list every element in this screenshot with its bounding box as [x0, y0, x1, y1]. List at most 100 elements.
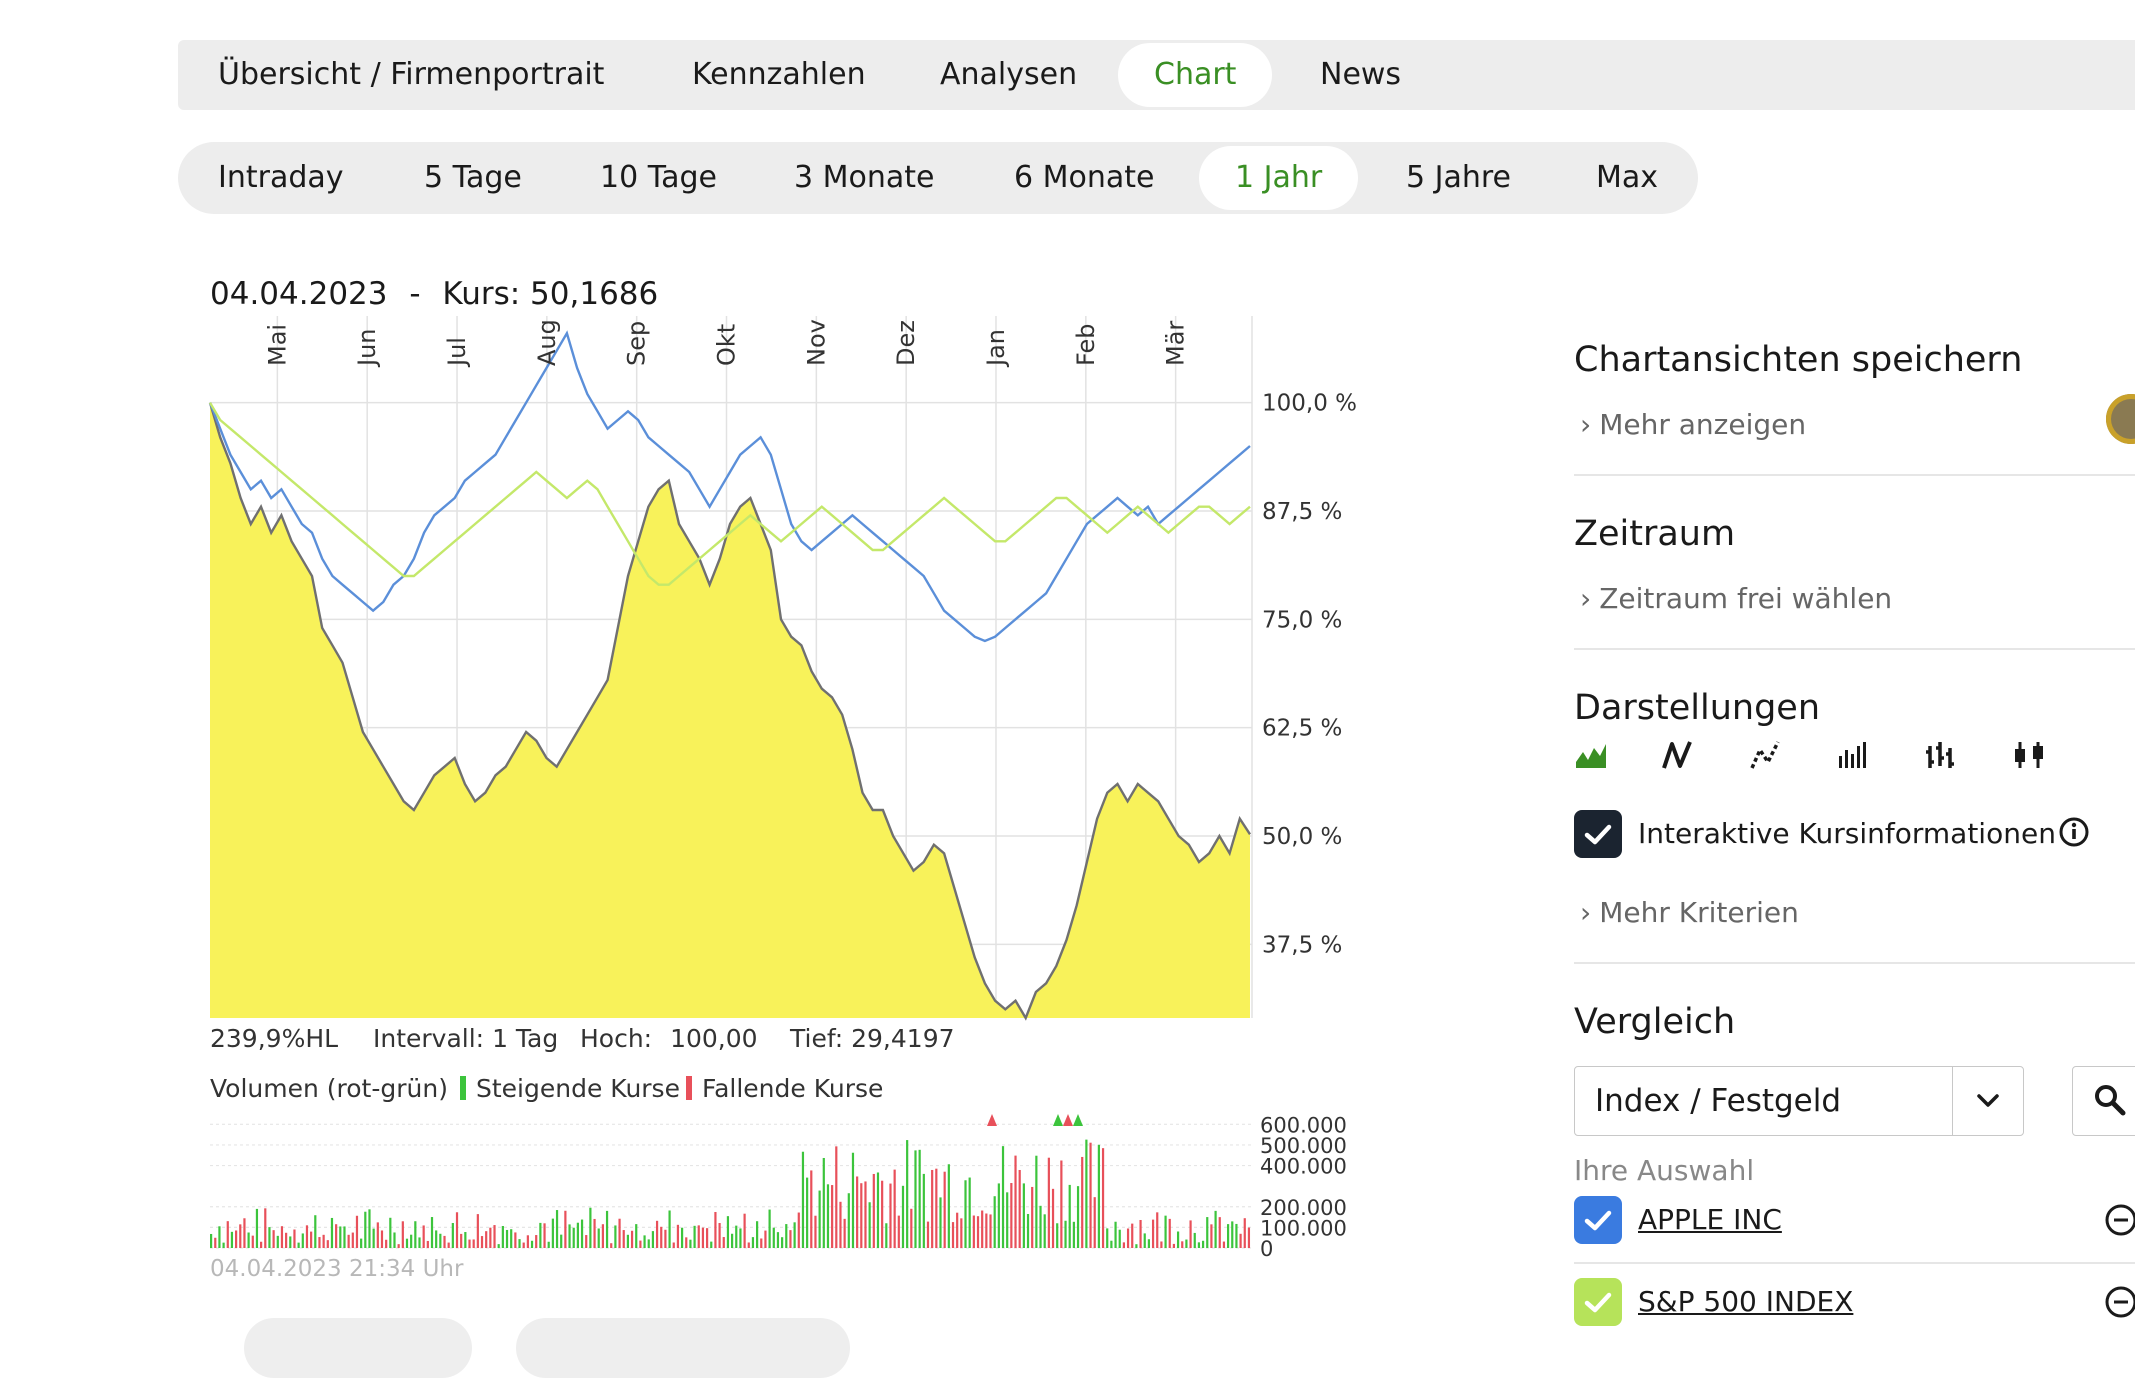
volume-bar	[789, 1230, 792, 1248]
volume-bar	[726, 1216, 730, 1248]
range-intraday[interactable]: Intraday	[218, 160, 344, 195]
volume-y-tick: 0	[1260, 1237, 1273, 1260]
apple-checkbox[interactable]	[1574, 1196, 1622, 1244]
tab-news[interactable]: News	[1320, 57, 1402, 92]
y-tick-label: 62,5 %	[1262, 716, 1342, 742]
volume-bar	[672, 1242, 675, 1248]
bottom-button-2[interactable]	[516, 1318, 850, 1378]
chart-date: 04.04.2023	[210, 276, 388, 312]
volume-bar	[326, 1240, 329, 1248]
volume-bar	[1193, 1232, 1196, 1248]
vergleich-title: Vergleich	[1574, 1002, 1736, 1042]
range-1-jahr[interactable]: 1 Jahr	[1199, 146, 1359, 210]
area-chart-icon[interactable]	[1574, 738, 1608, 772]
candlestick-chart-icon[interactable]	[2012, 738, 2046, 772]
volume-bar	[931, 1169, 934, 1248]
y-tick-label: 87,5 %	[1262, 499, 1342, 525]
compare-search-button[interactable]	[2072, 1066, 2135, 1136]
volume-bar	[430, 1217, 434, 1248]
price-area	[210, 402, 1250, 1018]
volume-bar	[614, 1225, 617, 1248]
volume-bar	[422, 1225, 425, 1248]
dotted-line-chart-icon[interactable]	[1748, 738, 1782, 772]
volume-bar	[1197, 1242, 1201, 1248]
range-10-tage[interactable]: 10 Tage	[600, 160, 717, 195]
y-tick-label: 75,0 %	[1262, 607, 1342, 633]
volume-bar	[985, 1213, 988, 1248]
volume-bar	[293, 1229, 296, 1248]
range-max[interactable]: Max	[1596, 160, 1659, 195]
range-3-monate[interactable]: 3 Monate	[794, 160, 935, 195]
volume-bar	[635, 1224, 638, 1248]
interactive-checkbox[interactable]	[1574, 810, 1622, 858]
volume-bar	[1126, 1228, 1130, 1248]
remove-icon[interactable]	[2104, 1203, 2135, 1237]
volume-bar	[856, 1176, 859, 1248]
tab-kennzahlen[interactable]: Kennzahlen	[692, 57, 866, 92]
volume-bar	[768, 1209, 771, 1248]
volume-y-tick: 400.000	[1260, 1155, 1347, 1179]
volume-bar	[680, 1227, 684, 1248]
volume-bar	[1151, 1219, 1155, 1248]
divider	[1574, 648, 2135, 650]
save-more-link[interactable]: › Mehr anzeigen	[1580, 408, 1806, 441]
volume-bar	[564, 1210, 567, 1248]
chevron-right-icon: ›	[1580, 408, 1592, 441]
remove-icon[interactable]	[2104, 1285, 2135, 1319]
compare-item-sp500[interactable]: S&P 500 INDEX	[1638, 1285, 1854, 1318]
more-criteria-link[interactable]: › Mehr Kriterien	[1580, 896, 1799, 929]
compare-select-value: Index / Festgeld	[1595, 1083, 1842, 1119]
zeitraum-link[interactable]: › Zeitraum frei wählen	[1580, 582, 1892, 615]
volume-bar	[968, 1177, 971, 1248]
toggle-knob[interactable]	[2106, 394, 2135, 444]
volume-y-tick: 600.000	[1260, 1113, 1347, 1137]
volume-bar	[1143, 1233, 1146, 1248]
volume-bar	[839, 1201, 842, 1248]
range-6-monate[interactable]: 6 Monate	[1014, 160, 1155, 195]
divider	[1574, 474, 2135, 476]
volume-bar	[376, 1222, 379, 1248]
y-tick-label: 50,0 %	[1262, 824, 1342, 850]
volume-bar	[1072, 1221, 1075, 1248]
volume-bar	[568, 1224, 571, 1248]
tab-chart[interactable]: Chart	[1118, 43, 1273, 107]
volume-bar	[685, 1237, 688, 1248]
sp500-checkbox[interactable]	[1574, 1278, 1622, 1326]
volume-bar	[1168, 1218, 1171, 1248]
compare-select[interactable]: Index / Festgeld	[1574, 1066, 2024, 1136]
compare-item-apple[interactable]: APPLE INC	[1638, 1203, 1782, 1236]
volume-bar	[226, 1221, 229, 1248]
volume-bar	[1185, 1239, 1188, 1248]
volume-bar	[1031, 1186, 1034, 1248]
price-chart[interactable]: Mai Jun Jul Aug Sep Okt Nov Dez Jan Feb Mär 100,0 …	[0, 0, 1400, 1030]
volume-bar	[243, 1218, 246, 1248]
volume-bar	[393, 1232, 396, 1248]
line-chart-icon[interactable]	[1660, 738, 1694, 772]
bottom-button-1[interactable]	[244, 1318, 472, 1378]
volume-bar	[1239, 1233, 1242, 1248]
tab-overview[interactable]: Übersicht / Firmenportrait	[218, 57, 605, 92]
ohlc-chart-icon[interactable]	[1924, 738, 1958, 772]
interactive-label: Interaktive Kursinformationen	[1638, 817, 2056, 850]
divider	[1574, 962, 2135, 964]
volume-bar	[464, 1232, 467, 1248]
volume-bar	[210, 1233, 213, 1248]
volume-bar	[485, 1231, 488, 1248]
tief-value: 29,4197	[851, 1024, 955, 1053]
bar-chart-icon[interactable]	[1836, 738, 1870, 772]
volume-bar	[514, 1232, 517, 1248]
volume-bar	[268, 1227, 271, 1248]
tab-analysen[interactable]: Analysen	[940, 57, 1078, 92]
range-5-tage[interactable]: 5 Tage	[424, 160, 522, 195]
volume-bar	[230, 1231, 234, 1248]
volume-bar	[910, 1208, 913, 1248]
ihre-auswahl-label: Ihre Auswahl	[1574, 1154, 1755, 1187]
volume-bar	[764, 1230, 767, 1248]
info-icon[interactable]	[2058, 816, 2090, 848]
range-5-jahre[interactable]: 5 Jahre	[1406, 160, 1511, 195]
volume-bar	[810, 1170, 813, 1248]
volume-bar	[818, 1190, 821, 1248]
volume-bar	[897, 1215, 900, 1248]
volume-bar	[343, 1226, 346, 1248]
